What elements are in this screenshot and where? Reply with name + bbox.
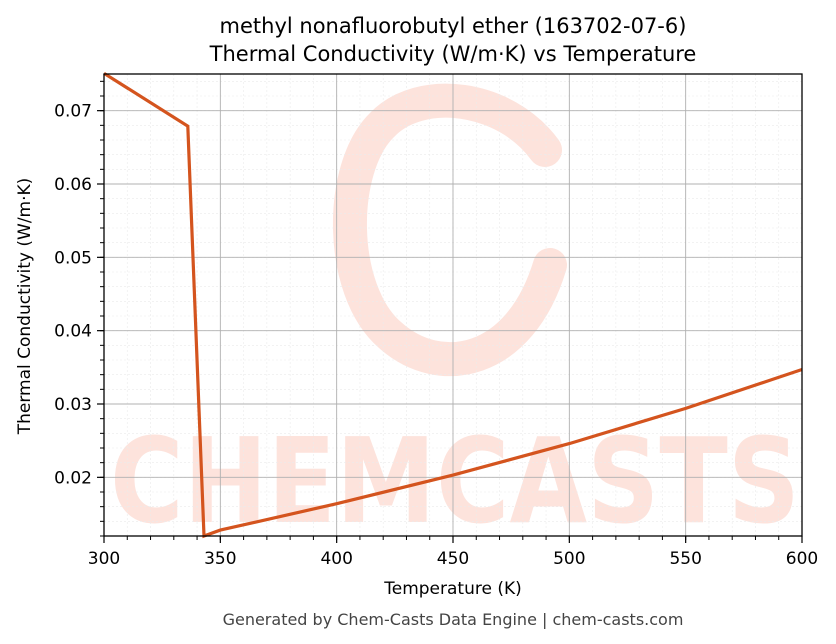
x-tick-label: 400: [320, 549, 352, 569]
y-tick-label: 0.06: [54, 175, 92, 195]
x-tick-label: 350: [204, 549, 236, 569]
watermark-swirl: [333, 83, 567, 376]
watermark-text: CHEMCASTS: [110, 412, 800, 550]
x-tick-label: 500: [553, 549, 585, 569]
x-axis-ticks: 300 350 400 450 500 550 600: [88, 536, 818, 569]
chart-title-line2: Thermal Conductivity (W/m·K) vs Temperat…: [209, 42, 697, 66]
y-axis-ticks: 0.02 0.03 0.04 0.05 0.06 0.07: [54, 80, 104, 537]
x-axis-label: Temperature (K): [383, 579, 522, 599]
grid-major: [103, 74, 803, 536]
x-tick-label: 450: [437, 549, 469, 569]
y-tick-label: 0.02: [54, 468, 92, 488]
series-line: [103, 71, 803, 539]
x-tick-label: 300: [88, 549, 120, 569]
x-tick-label: 550: [669, 549, 701, 569]
footer-credit: Generated by Chem-Casts Data Engine | ch…: [223, 610, 684, 629]
y-tick-label: 0.04: [54, 322, 92, 342]
watermark: CHEMCASTS: [110, 83, 800, 550]
x-tick-label: 600: [786, 549, 818, 569]
y-tick-label: 0.05: [54, 248, 92, 268]
y-tick-label: 0.07: [54, 102, 92, 122]
y-tick-label: 0.03: [54, 395, 92, 415]
chart-title-line1: methyl nonafluorobutyl ether (163702-07-…: [220, 14, 687, 38]
y-axis-label: Thermal Conductivity (W/m·K): [15, 178, 35, 436]
